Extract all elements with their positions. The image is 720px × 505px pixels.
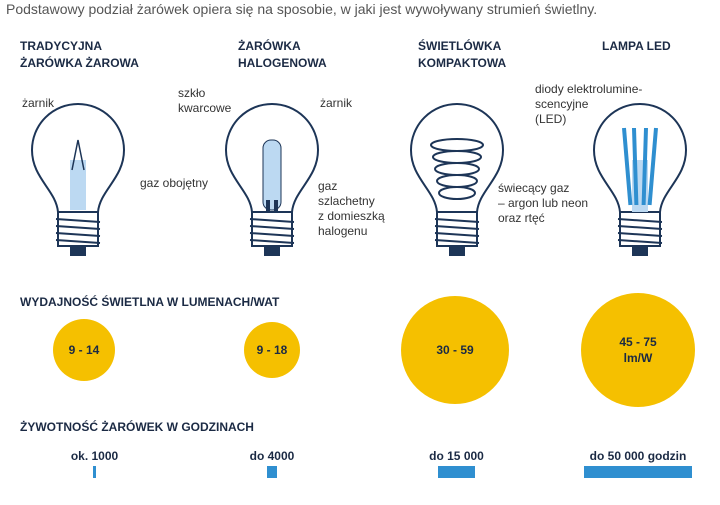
pin [274, 200, 278, 212]
base-thread [434, 218, 480, 223]
lifetime-bar [584, 466, 692, 478]
efficiency-label: lm/W [624, 351, 653, 365]
efficiency-circle [581, 293, 695, 407]
filament [71, 139, 85, 171]
intro: Podstawowy podział żarówek opiera się na… [6, 1, 597, 17]
base-thread [249, 239, 295, 244]
coil [430, 138, 484, 152]
annotation: oraz rtęć [498, 211, 545, 225]
annotation: żarnik [22, 96, 55, 110]
efficiency-label: 30 - 59 [436, 343, 474, 357]
base-thread [55, 239, 101, 244]
lifetime-bar [438, 466, 475, 478]
base-thread [617, 225, 663, 230]
annotation: – argon lub neon [498, 196, 588, 210]
column-title: HALOGENOWA [238, 56, 327, 70]
bulb-glass [592, 103, 688, 213]
base-thread [617, 232, 663, 237]
bulb-glass [30, 103, 126, 213]
efficiency-circle [244, 322, 300, 378]
annotation: z domieszką [318, 209, 385, 223]
efficiency-circle [401, 296, 509, 404]
lifetime-bar [267, 466, 277, 478]
section-heading: WYDAJNOŚĆ ŚWIETLNA W LUMENACH/WAT [20, 294, 280, 309]
base-thread [55, 232, 101, 237]
bulb-tip [449, 246, 465, 256]
coil [434, 162, 480, 176]
column-title: TRADYCYJNA [20, 39, 102, 53]
annotation: szlachetny [318, 194, 375, 208]
annotation: (LED) [535, 112, 566, 126]
bulb-tip [70, 246, 86, 256]
lifetime-label: do 50 000 godzin [590, 449, 687, 463]
efficiency-label: 9 - 18 [257, 343, 288, 357]
lifetime-bar [93, 466, 96, 478]
annotation: gaz obojętny [140, 176, 208, 190]
base-thread [55, 225, 101, 230]
bulb-tip [264, 246, 280, 256]
column-title: KOMPAKTOWA [418, 56, 507, 70]
column-title: ŻARÓWKA ŻAROWA [20, 55, 139, 70]
efficiency-circle [53, 319, 115, 381]
lifetime-label: ok. 1000 [71, 449, 119, 463]
annotation: żarnik [320, 96, 353, 110]
section-heading: ŻYWOTNOŚĆ ŻARÓWEK W GODZINACH [20, 419, 254, 434]
led-filament [632, 127, 639, 206]
column-title: ŚWIETLÓWKA [418, 38, 502, 53]
base-thread [434, 225, 480, 230]
base-thread [249, 218, 295, 223]
base-thread [249, 225, 295, 230]
column-title: LAMPA LED [602, 39, 671, 53]
lifetime-label: do 15 000 [429, 449, 484, 463]
bulb-tip [632, 246, 648, 256]
lifetime-label: do 4000 [250, 449, 295, 463]
annotation: halogenu [318, 224, 367, 238]
led-filament [641, 127, 648, 206]
annotation: scencyjne [535, 97, 589, 111]
base-thread [434, 232, 480, 237]
led-filament [622, 127, 633, 206]
base-thread [617, 239, 663, 244]
coil [432, 150, 482, 164]
annotation: diody elektrolumine- [535, 82, 642, 96]
annotation: szkło [178, 86, 206, 100]
efficiency-label: 45 - 75 [619, 335, 657, 349]
led-filament [647, 127, 658, 206]
efficiency-label: 9 - 14 [69, 343, 100, 357]
base-thread [249, 232, 295, 237]
inner [70, 160, 86, 210]
column-title: ŻARÓWKA [238, 38, 301, 53]
capsule [262, 139, 282, 211]
annotation: świecący gaz [498, 181, 569, 195]
base-thread [55, 218, 101, 223]
coil [436, 174, 478, 188]
base-thread [617, 218, 663, 223]
pin [266, 200, 270, 212]
annotation: kwarcowe [178, 101, 232, 115]
annotation: gaz [318, 179, 337, 193]
coil [438, 186, 476, 200]
base-thread [434, 239, 480, 244]
